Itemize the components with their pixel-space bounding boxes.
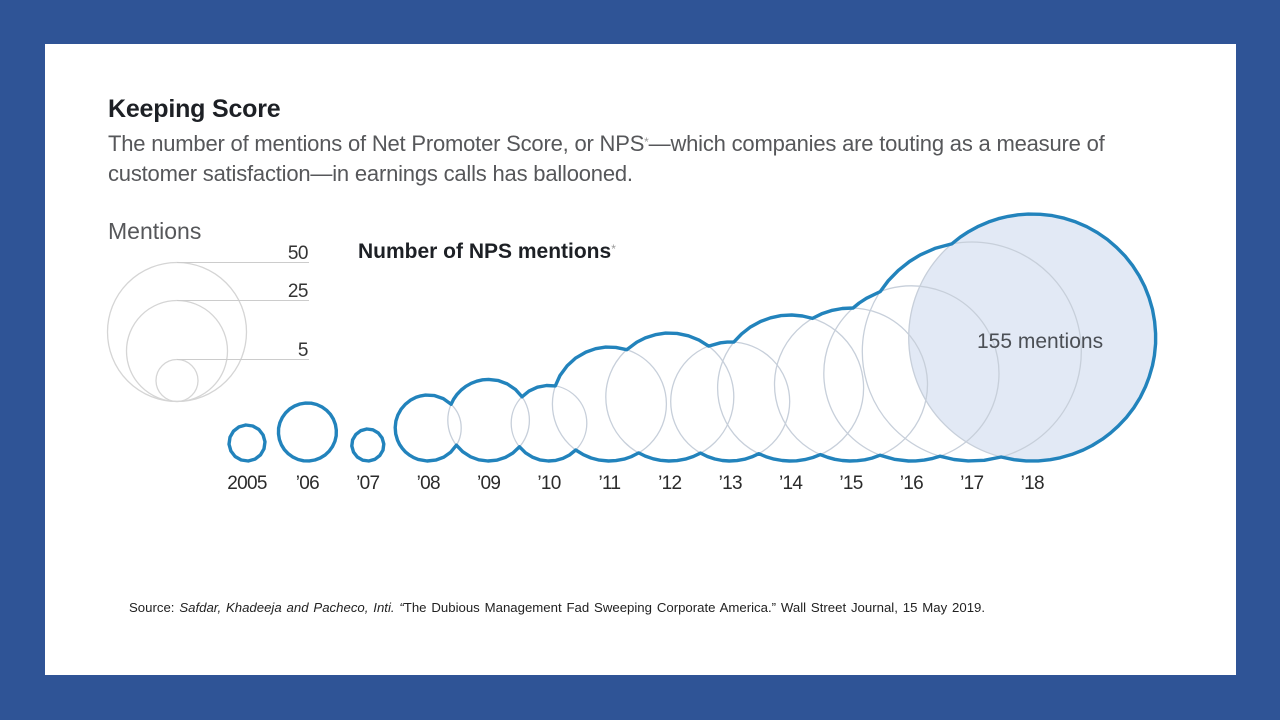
svg-text:’17: ’17 — [960, 473, 983, 494]
svg-text:’10: ’10 — [537, 473, 560, 494]
svg-text:25: 25 — [288, 281, 308, 302]
svg-text:50: 50 — [288, 243, 308, 264]
svg-text:2005: 2005 — [227, 473, 267, 494]
svg-text:’15: ’15 — [839, 473, 862, 494]
svg-text:customer satisfaction—in earni: customer satisfaction—in earnings calls … — [108, 161, 633, 186]
svg-text:’12: ’12 — [658, 473, 681, 494]
svg-text:Mentions: Mentions — [108, 218, 201, 244]
svg-text:155 mentions: 155 mentions — [977, 330, 1103, 353]
svg-text:Source: Safdar, Khadeeja and P: Source: Safdar, Khadeeja and Pacheco, In… — [129, 600, 985, 615]
svg-text:’13: ’13 — [719, 473, 742, 494]
svg-text:The number of mentions of Net: The number of mentions of Net Promoter S… — [108, 131, 1106, 156]
svg-text:’08: ’08 — [417, 473, 440, 494]
svg-text:5: 5 — [298, 340, 308, 361]
svg-text:’06: ’06 — [296, 473, 319, 494]
svg-text:’16: ’16 — [900, 473, 923, 494]
svg-text:’14: ’14 — [779, 473, 803, 494]
svg-text:’18: ’18 — [1021, 473, 1044, 494]
svg-text:’07: ’07 — [356, 473, 379, 494]
svg-text:’11: ’11 — [598, 473, 620, 494]
svg-text:’09: ’09 — [477, 473, 500, 494]
svg-text:Keeping Score: Keeping Score — [108, 95, 281, 123]
svg-text:Number of NPS mentions*: Number of NPS mentions* — [358, 240, 616, 263]
